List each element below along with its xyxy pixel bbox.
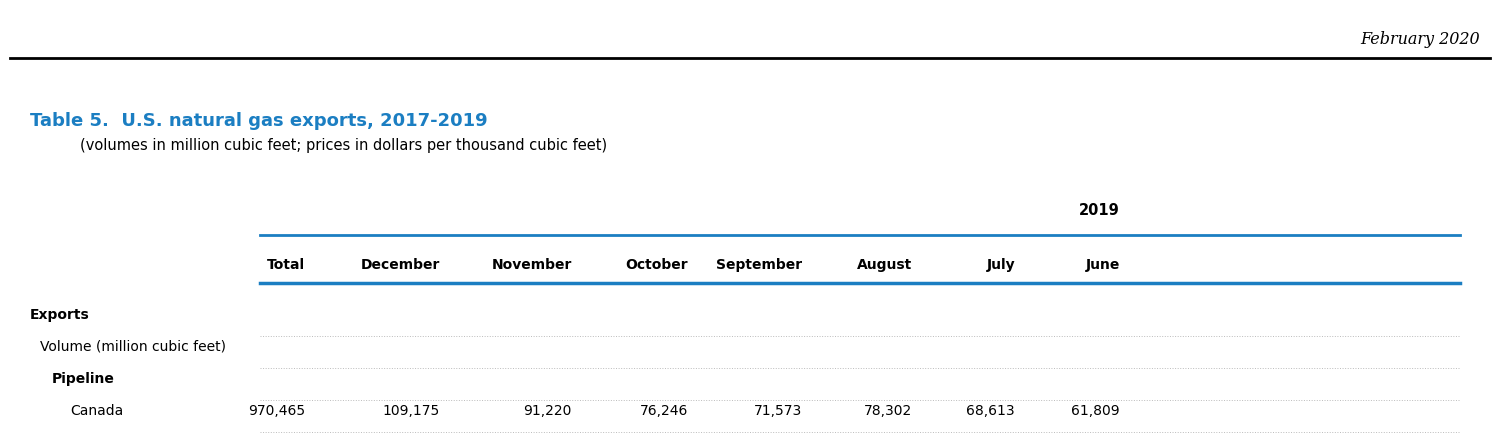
Text: (volumes in million cubic feet; prices in dollars per thousand cubic feet): (volumes in million cubic feet; prices i… bbox=[80, 138, 606, 153]
Text: 970,465: 970,465 bbox=[248, 404, 305, 418]
Text: 78,302: 78,302 bbox=[863, 404, 913, 418]
Text: Table 5.  U.S. natural gas exports, 2017-2019: Table 5. U.S. natural gas exports, 2017-… bbox=[30, 112, 488, 130]
Text: June: June bbox=[1085, 258, 1120, 272]
Text: Total: Total bbox=[267, 258, 305, 272]
Text: October: October bbox=[626, 258, 687, 272]
Text: 109,175: 109,175 bbox=[383, 404, 440, 418]
Text: Canada: Canada bbox=[71, 404, 123, 418]
Text: 76,246: 76,246 bbox=[639, 404, 687, 418]
Text: Exports: Exports bbox=[30, 308, 90, 322]
Text: 71,573: 71,573 bbox=[754, 404, 802, 418]
Text: July: July bbox=[986, 258, 1015, 272]
Text: 61,809: 61,809 bbox=[1072, 404, 1120, 418]
Text: February 2020: February 2020 bbox=[1360, 32, 1480, 49]
Text: November: November bbox=[492, 258, 572, 272]
Text: 68,613: 68,613 bbox=[967, 404, 1015, 418]
Text: 2019: 2019 bbox=[1079, 203, 1120, 218]
Text: December: December bbox=[360, 258, 440, 272]
Text: 91,220: 91,220 bbox=[524, 404, 572, 418]
Text: August: August bbox=[857, 258, 913, 272]
Text: September: September bbox=[716, 258, 802, 272]
Text: Volume (million cubic feet): Volume (million cubic feet) bbox=[41, 340, 227, 354]
Text: Pipeline: Pipeline bbox=[53, 372, 116, 386]
